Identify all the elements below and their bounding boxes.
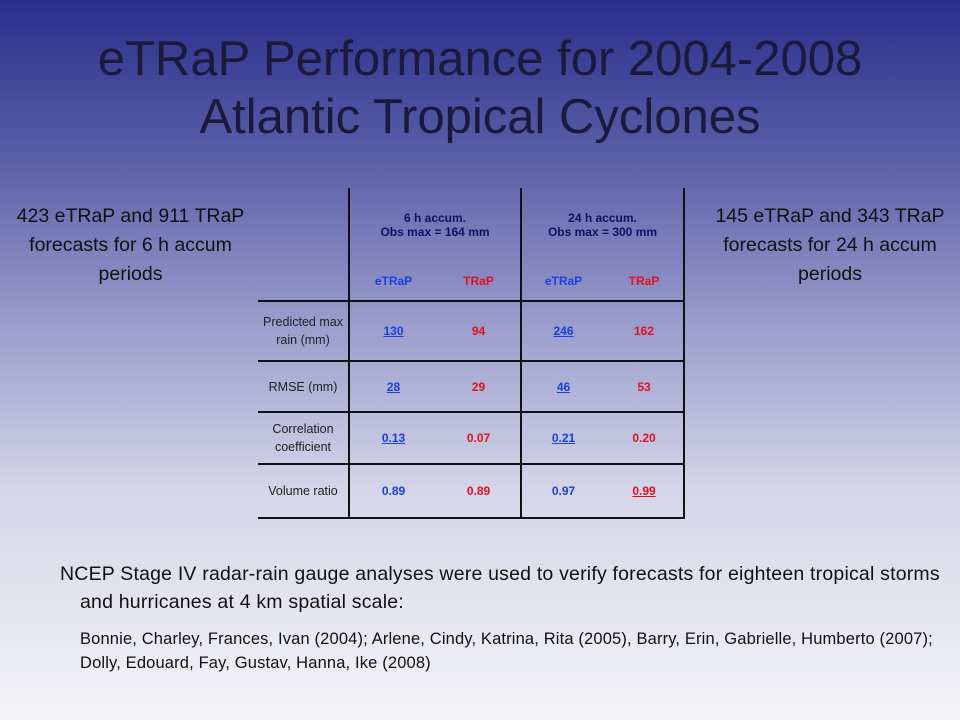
group-header-24h: 24 h accum. Obs max = 300 mm — [521, 188, 685, 262]
value-volume-trap-6h: 0.89 — [437, 464, 522, 519]
row-label-correlation: Correlation coefficient — [258, 412, 350, 465]
left-note: 423 eTRaP and 911 TRaP forecasts for 6 h… — [16, 205, 245, 285]
value-corr-etrap-24h: 0.21 — [521, 412, 605, 465]
table-corner-cell — [258, 188, 350, 262]
row-label-rmse: RMSE (mm) — [258, 361, 350, 413]
value-volume-etrap-6h: 0.89 — [349, 464, 437, 519]
row-label-volume-ratio: Volume ratio — [258, 464, 350, 519]
value-max-rain-trap-6h: 94 — [437, 301, 522, 362]
subheader-trap-24h: TRaP — [605, 262, 685, 302]
subheader-etrap-24h: eTRaP — [521, 262, 605, 302]
group-header-6h-line1: 6 h accum. — [403, 211, 467, 225]
value-corr-etrap-6h: 0.13 — [349, 412, 437, 465]
verification-paragraph: NCEP Stage IV radar-rain gauge analyses … — [60, 563, 940, 613]
table-subheader-corner — [258, 262, 350, 302]
table-subheader-row: eTRaP TRaP eTRaP TRaP — [258, 262, 685, 302]
table-row: RMSE (mm) 28 29 46 53 — [258, 361, 685, 413]
row-label-predicted-max-rain: Predicted max rain (mm) — [258, 301, 350, 362]
verification-notes: NCEP Stage IV radar-rain gauge analyses … — [60, 560, 940, 675]
value-max-rain-etrap-6h: 130 — [349, 301, 437, 362]
right-note: 145 eTRaP and 343 TRaP forecasts for 24 … — [715, 205, 945, 285]
value-rmse-etrap-6h: 28 — [349, 361, 437, 413]
value-max-rain-trap-24h: 162 — [605, 301, 685, 362]
value-corr-trap-6h: 0.07 — [437, 412, 522, 465]
table-group-header-row: 6 h accum. Obs max = 164 mm 24 h accum. … — [258, 188, 685, 262]
storm-list: Bonnie, Charley, Frances, Ivan (2004); A… — [80, 630, 933, 672]
performance-table: 6 h accum. Obs max = 164 mm 24 h accum. … — [258, 188, 685, 519]
group-header-6h-line2: Obs max = 164 mm — [380, 225, 490, 239]
value-max-rain-etrap-24h: 246 — [521, 301, 605, 362]
title-line-1: eTRaP Performance for 2004-2008 — [97, 32, 863, 86]
value-rmse-trap-24h: 53 — [605, 361, 685, 413]
table-row: Predicted max rain (mm) 130 94 246 162 — [258, 301, 685, 362]
group-header-6h: 6 h accum. Obs max = 164 mm — [349, 188, 522, 262]
value-volume-etrap-24h: 0.97 — [521, 464, 605, 519]
slide-title: eTRaP Performance for 2004-2008 Atlantic… — [0, 30, 960, 146]
subheader-etrap-6h: eTRaP — [349, 262, 437, 302]
title-line-2: Atlantic Tropical Cyclones — [199, 90, 761, 144]
group-header-24h-line2: Obs max = 300 mm — [547, 225, 658, 239]
group-header-24h-line1: 24 h accum. — [568, 211, 637, 225]
value-rmse-trap-6h: 29 — [437, 361, 522, 413]
value-corr-trap-24h: 0.20 — [605, 412, 685, 465]
table-row: Correlation coefficient 0.13 0.07 0.21 0… — [258, 412, 685, 465]
value-volume-trap-24h: 0.99 — [605, 464, 685, 519]
subheader-trap-6h: TRaP — [437, 262, 522, 302]
value-rmse-etrap-24h: 46 — [521, 361, 605, 413]
table-row: Volume ratio 0.89 0.89 0.97 0.99 — [258, 464, 685, 519]
